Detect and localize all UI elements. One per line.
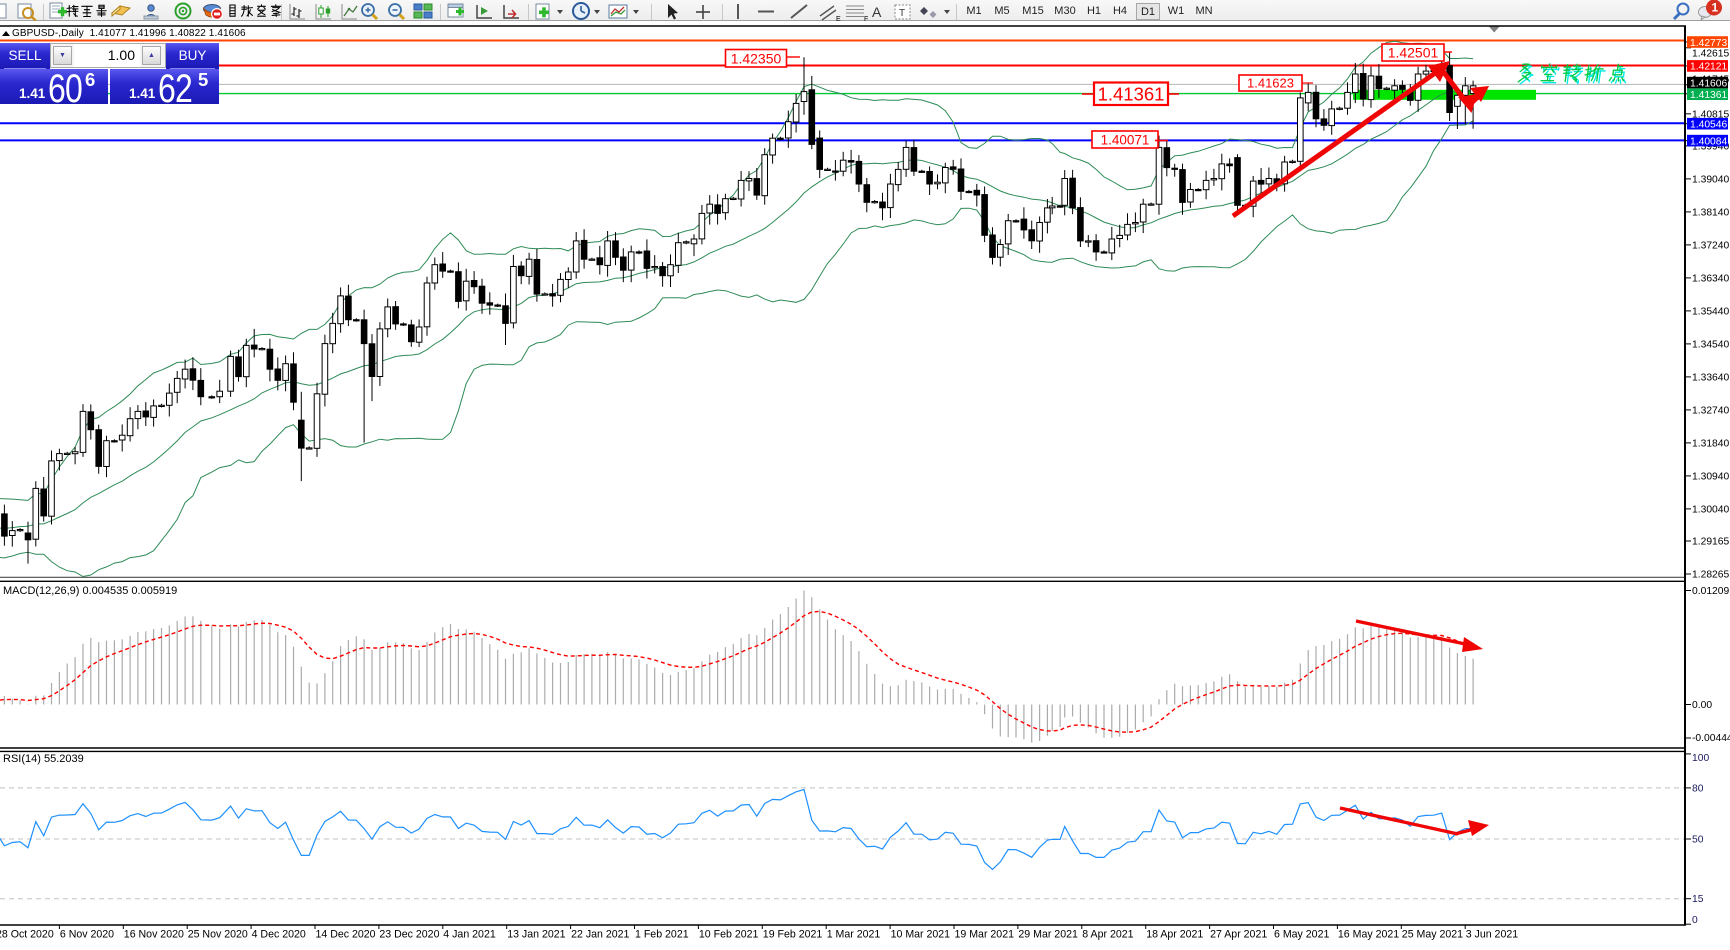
svg-text:T: T	[899, 8, 905, 19]
svg-text:50: 50	[1692, 835, 1704, 846]
svg-text:-0.004446: -0.004446	[1692, 733, 1730, 744]
svg-text:RSI(14) 55.2039: RSI(14) 55.2039	[3, 753, 84, 765]
svg-text:22 Jan 2021: 22 Jan 2021	[571, 929, 629, 941]
svg-text:80: 80	[1692, 783, 1704, 794]
svg-text:13 Jan 2021: 13 Jan 2021	[507, 929, 565, 941]
svg-text:1.41606: 1.41606	[1690, 78, 1727, 89]
svg-text:0.01209: 0.01209	[1692, 586, 1729, 597]
svg-text:1.42773: 1.42773	[1690, 38, 1727, 49]
svg-text:E: E	[836, 16, 841, 23]
svg-text:1.41361: 1.41361	[1690, 90, 1727, 101]
svg-text:1.38140: 1.38140	[1692, 207, 1729, 218]
svg-text:1.32740: 1.32740	[1692, 405, 1729, 416]
svg-text:1.28265: 1.28265	[1692, 570, 1729, 581]
svg-text:1.36340: 1.36340	[1692, 273, 1729, 284]
svg-text:6 Nov 2020: 6 Nov 2020	[60, 929, 114, 941]
svg-text:19 Feb 2021: 19 Feb 2021	[763, 929, 823, 941]
svg-text:19 Mar 2021: 19 Mar 2021	[955, 929, 1015, 941]
svg-text:100: 100	[1692, 753, 1709, 764]
svg-text:15: 15	[1692, 894, 1704, 905]
svg-text:25 Nov 2020: 25 Nov 2020	[188, 929, 248, 941]
svg-text:29 Mar 2021: 29 Mar 2021	[1018, 929, 1078, 941]
svg-text:1.35440: 1.35440	[1692, 306, 1729, 317]
svg-text:1.40071: 1.40071	[1101, 132, 1150, 147]
svg-text:6 May 2021: 6 May 2021	[1274, 929, 1329, 941]
svg-text:1.30040: 1.30040	[1692, 504, 1729, 515]
svg-text:0: 0	[1692, 915, 1698, 926]
svg-text:16 May 2021: 16 May 2021	[1338, 929, 1399, 941]
svg-text:1: 1	[1712, 1, 1719, 15]
svg-text:1.42615: 1.42615	[1692, 49, 1729, 60]
svg-text:18 Apr 2021: 18 Apr 2021	[1146, 929, 1203, 941]
svg-text:1.42121: 1.42121	[1690, 62, 1727, 73]
svg-text:28 Oct 2020: 28 Oct 2020	[0, 929, 54, 941]
svg-text:1.34540: 1.34540	[1692, 339, 1729, 350]
svg-text:1.33640: 1.33640	[1692, 372, 1729, 383]
svg-text:1 Feb 2021: 1 Feb 2021	[635, 929, 689, 941]
svg-text:1.42350: 1.42350	[731, 50, 782, 66]
svg-text:1.40815: 1.40815	[1692, 109, 1729, 120]
svg-text:14 Dec 2020: 14 Dec 2020	[316, 929, 376, 941]
svg-text:MACD(12,26,9) 0.004535 0.00591: MACD(12,26,9) 0.004535 0.005919	[3, 585, 177, 597]
svg-text:10 Mar 2021: 10 Mar 2021	[891, 929, 951, 941]
svg-text:1.30940: 1.30940	[1692, 471, 1729, 482]
svg-text:4 Jan 2021: 4 Jan 2021	[443, 929, 496, 941]
svg-text:1.29165: 1.29165	[1692, 537, 1729, 548]
svg-text:16 Nov 2020: 16 Nov 2020	[124, 929, 184, 941]
svg-text:1.37240: 1.37240	[1692, 240, 1729, 251]
svg-text:1.31840: 1.31840	[1692, 438, 1729, 449]
svg-text:F: F	[864, 16, 868, 23]
svg-text:25 May 2021: 25 May 2021	[1402, 929, 1463, 941]
svg-text:1.42501: 1.42501	[1388, 45, 1439, 61]
svg-text:10 Feb 2021: 10 Feb 2021	[699, 929, 759, 941]
svg-text:3 Jun 2021: 3 Jun 2021	[1466, 929, 1519, 941]
svg-text:1.40546: 1.40546	[1690, 119, 1727, 130]
svg-text:8 Apr 2021: 8 Apr 2021	[1082, 929, 1133, 941]
svg-text:1.41361: 1.41361	[1098, 83, 1165, 104]
svg-text:27 Apr 2021: 27 Apr 2021	[1210, 929, 1267, 941]
svg-text:23 Dec 2020: 23 Dec 2020	[379, 929, 439, 941]
svg-text:4 Dec 2020: 4 Dec 2020	[252, 929, 306, 941]
svg-text:1.41623: 1.41623	[1247, 76, 1294, 91]
svg-text:1 Mar 2021: 1 Mar 2021	[827, 929, 881, 941]
svg-text:0.00: 0.00	[1692, 700, 1712, 711]
svg-text:1.40084: 1.40084	[1690, 136, 1727, 147]
svg-text:1.39040: 1.39040	[1692, 174, 1729, 185]
svg-text:1.39940: 1.39940	[1692, 141, 1729, 152]
svg-text:A: A	[872, 4, 882, 20]
